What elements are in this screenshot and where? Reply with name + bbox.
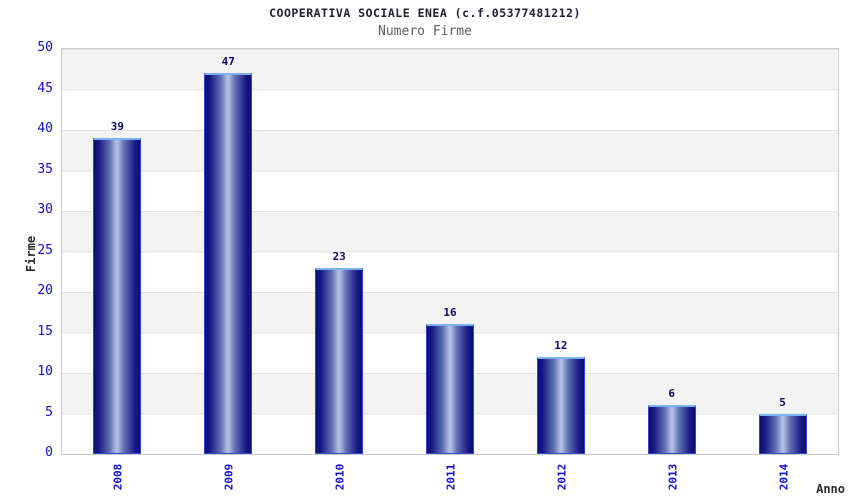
bar-value-label: 39 [110,120,125,134]
y-tick-label: 30 [37,202,53,217]
y-tick-label: 35 [37,161,53,177]
x-tick-label-2013: 2013 [666,463,680,491]
y-axis-title: Firme [24,235,38,273]
bar-value-label: 23 [332,249,346,263]
x-tick-label-2011: 2011 [444,463,458,491]
y-tick-label: 40 [37,121,53,136]
y-tick-label: 50 [37,40,53,55]
x-tick-label-2010: 2010 [333,463,347,491]
bar-2012 [536,356,585,454]
bar-2011 [426,324,474,454]
x-tick-label-2008: 2008 [111,463,125,491]
y-tick-label: 15 [37,323,53,339]
y-tick-label: 5 [45,404,53,420]
bar-value-label: 47 [221,55,235,69]
y-tick-label: 20 [37,283,53,298]
x-tick-label-2009: 2009 [222,463,236,491]
y-tick-label: 10 [37,364,53,379]
y-tick-label: 0 [45,445,53,460]
bar-value-label: 16 [443,306,457,320]
x-tick-label-2012: 2012 [555,463,569,491]
y-tick-label: 25 [37,242,53,258]
plot-area: 39 47 23 16 12 6 5 [61,48,839,455]
bar-value-label: 6 [668,387,676,401]
bar-2013 [647,405,696,454]
x-tick-label-2014: 2014 [777,463,791,491]
chart-subtitle: Numero Firme [378,24,472,39]
x-axis-title: Anno [816,482,845,496]
bar-2009 [204,73,253,454]
y-tick-label: 45 [37,80,53,96]
bar-2014 [758,413,807,454]
bar-2010 [315,267,364,454]
chart-title: COOPERATIVA SOCIALE ENEA (c.f.0537748121… [269,6,581,20]
bar-value-label: 5 [779,395,786,409]
bar-value-label: 12 [554,338,568,352]
bar-2008 [93,138,142,454]
